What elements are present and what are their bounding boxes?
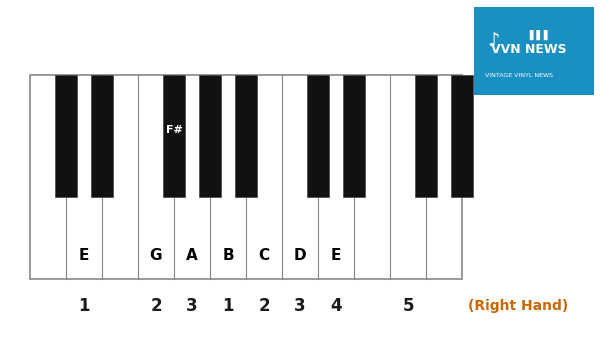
Text: 1: 1 xyxy=(222,297,234,315)
Text: F#: F# xyxy=(166,125,182,135)
Text: B: B xyxy=(222,248,234,262)
Text: A: A xyxy=(186,248,198,262)
Text: VINTAGE VINYL NEWS: VINTAGE VINYL NEWS xyxy=(485,73,553,78)
Text: G: G xyxy=(150,248,162,262)
Bar xyxy=(55,75,77,197)
Bar xyxy=(199,75,221,197)
Bar xyxy=(474,7,594,95)
Text: 5: 5 xyxy=(402,297,414,315)
Text: 3: 3 xyxy=(294,297,306,315)
Text: ▐▐▐: ▐▐▐ xyxy=(525,30,548,40)
Bar xyxy=(91,75,113,197)
Text: ♪: ♪ xyxy=(487,31,500,50)
Text: 2: 2 xyxy=(150,297,162,315)
Bar xyxy=(415,75,437,197)
Text: E: E xyxy=(79,248,89,262)
Bar xyxy=(451,75,473,197)
Text: (Right Hand): (Right Hand) xyxy=(468,299,568,313)
Text: 1: 1 xyxy=(78,297,90,315)
Bar xyxy=(343,75,365,197)
Bar xyxy=(163,75,185,197)
Text: E: E xyxy=(331,248,341,262)
Text: 3: 3 xyxy=(186,297,198,315)
Text: 2: 2 xyxy=(258,297,270,315)
Text: C: C xyxy=(259,248,269,262)
Text: 4: 4 xyxy=(330,297,342,315)
Bar xyxy=(307,75,329,197)
Text: VVN NEWS: VVN NEWS xyxy=(491,43,566,56)
Text: D: D xyxy=(293,248,307,262)
Bar xyxy=(30,75,462,279)
Bar xyxy=(235,75,257,197)
